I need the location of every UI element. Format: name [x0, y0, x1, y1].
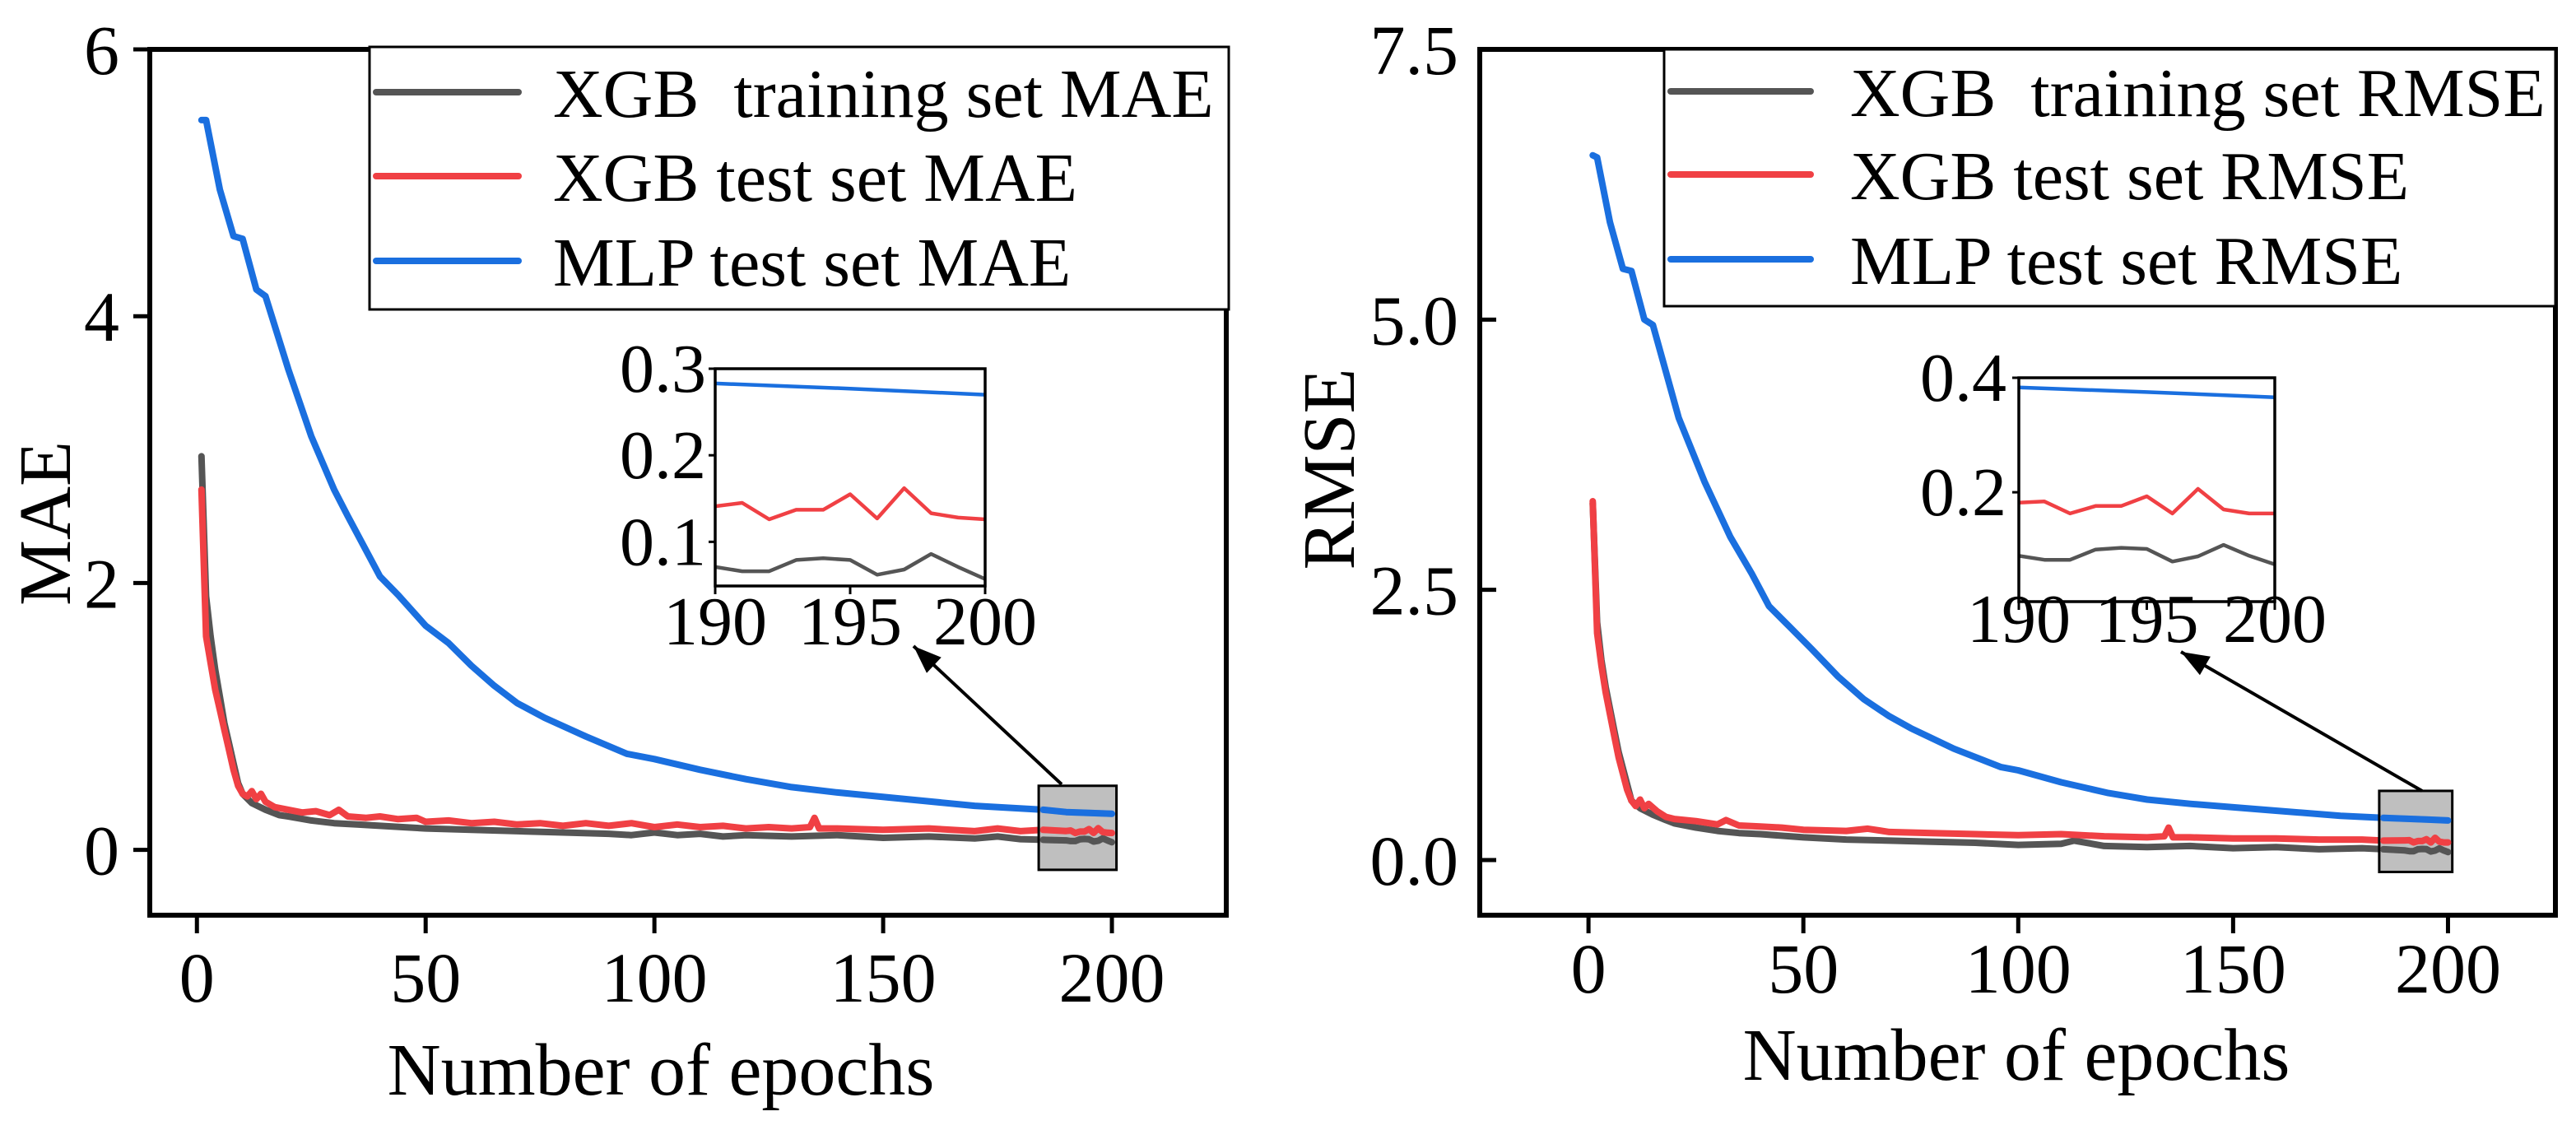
inset-chart: 190 195 200 0.2 0.4	[1920, 340, 2327, 658]
series-tail-2	[1039, 806, 1115, 817]
legend-label: XGB training set RMSE	[1850, 55, 2546, 132]
y-tick-label: 2	[84, 544, 119, 623]
y-tick-label: 5.0	[1370, 281, 1459, 360]
inset-series-line-2	[715, 381, 985, 397]
legend-label: XGB test set RMSE	[1850, 138, 2409, 215]
inset-background	[715, 369, 985, 586]
inset-chart: 190 195 200 0.1 0.2 0.3	[620, 331, 1037, 660]
inset-x-tick-label: 200	[933, 584, 1037, 660]
pointer-arrow-line	[912, 644, 1063, 786]
y-tick-label: 4	[84, 277, 119, 356]
y-axis-title: RMSE	[1289, 368, 1370, 570]
series-line-2	[198, 116, 1115, 817]
inset-series-line-1	[715, 486, 985, 522]
inset-background	[2019, 378, 2275, 602]
inset-y-tick-label: 0.1	[620, 504, 706, 580]
inset-y-tick-label: 0.2	[620, 417, 706, 494]
x-tick-label: 50	[390, 938, 461, 1017]
series-tail-0	[2380, 844, 2452, 856]
inset-series-line-1	[2019, 486, 2275, 516]
series-tail-0	[1039, 835, 1115, 846]
inset-series-group	[2019, 385, 2275, 566]
inset-series-line-0	[2019, 542, 2275, 566]
x-tick-label: 200	[2395, 929, 2501, 1008]
inset-x-tick-label: 190	[663, 584, 767, 660]
legend-label: XGB training set MAE	[553, 56, 1214, 133]
legend-label: XGB test set MAE	[553, 140, 1077, 216]
series-tail-2	[2380, 814, 2452, 824]
x-tick-label: 0	[179, 938, 215, 1017]
arrow-head-icon	[2181, 652, 2211, 676]
x-tick-label: 100	[1965, 929, 2071, 1008]
inset-series-group	[715, 381, 985, 581]
pointer-arrow-line	[2180, 650, 2423, 793]
y-tick-label: 0	[84, 811, 119, 891]
chart-rmse: 0 50 100 150 200 0.0 2.5 5.0 7.5 Number of epochs…	[1289, 11, 2558, 1096]
x-tick-label: 0	[1571, 929, 1607, 1008]
inset-series-line-0	[715, 551, 985, 581]
x-tick-label: 150	[830, 938, 937, 1017]
x-axis-title: Number of epochs	[388, 1030, 935, 1111]
legend-label: MLP test set RMSE	[1850, 223, 2402, 300]
inset-y-tick-label: 0.2	[1920, 454, 2006, 531]
y-tick-label: 0.0	[1370, 821, 1459, 900]
y-axis-title: MAE	[5, 441, 86, 606]
series-tail-1	[2380, 835, 2452, 846]
arrow-head-icon	[914, 646, 942, 673]
inset-x-tick-label: 195	[798, 584, 902, 660]
zoom-region-box	[2378, 789, 2454, 873]
x-axis-title: Number of epochs	[1743, 1015, 2290, 1096]
y-tick-label: 6	[84, 11, 119, 90]
inset-x-tick-label: 200	[2223, 581, 2327, 658]
x-tick-label: 150	[2180, 929, 2286, 1008]
inset-x-tick-label: 190	[1967, 581, 2071, 658]
chart-mae: 0 50 100 150 200 0 2 4 6 Number of epochs MAE XGB t…	[5, 11, 1230, 1111]
y-tick-label: 7.5	[1370, 11, 1459, 90]
y-tick-label: 2.5	[1370, 551, 1459, 630]
inset-y-tick-label: 0.4	[1920, 340, 2006, 416]
inset-x-tick-label: 195	[2095, 581, 2199, 658]
series-tail-1	[1039, 825, 1115, 837]
series-line-2	[1589, 151, 2452, 824]
x-tick-label: 200	[1059, 938, 1165, 1017]
inset-y-tick-label: 0.3	[620, 331, 706, 407]
legend-label: MLP test set MAE	[553, 225, 1071, 301]
x-tick-label: 50	[1768, 929, 1839, 1008]
x-tick-label: 100	[602, 938, 708, 1017]
inset-series-line-2	[2019, 385, 2275, 399]
